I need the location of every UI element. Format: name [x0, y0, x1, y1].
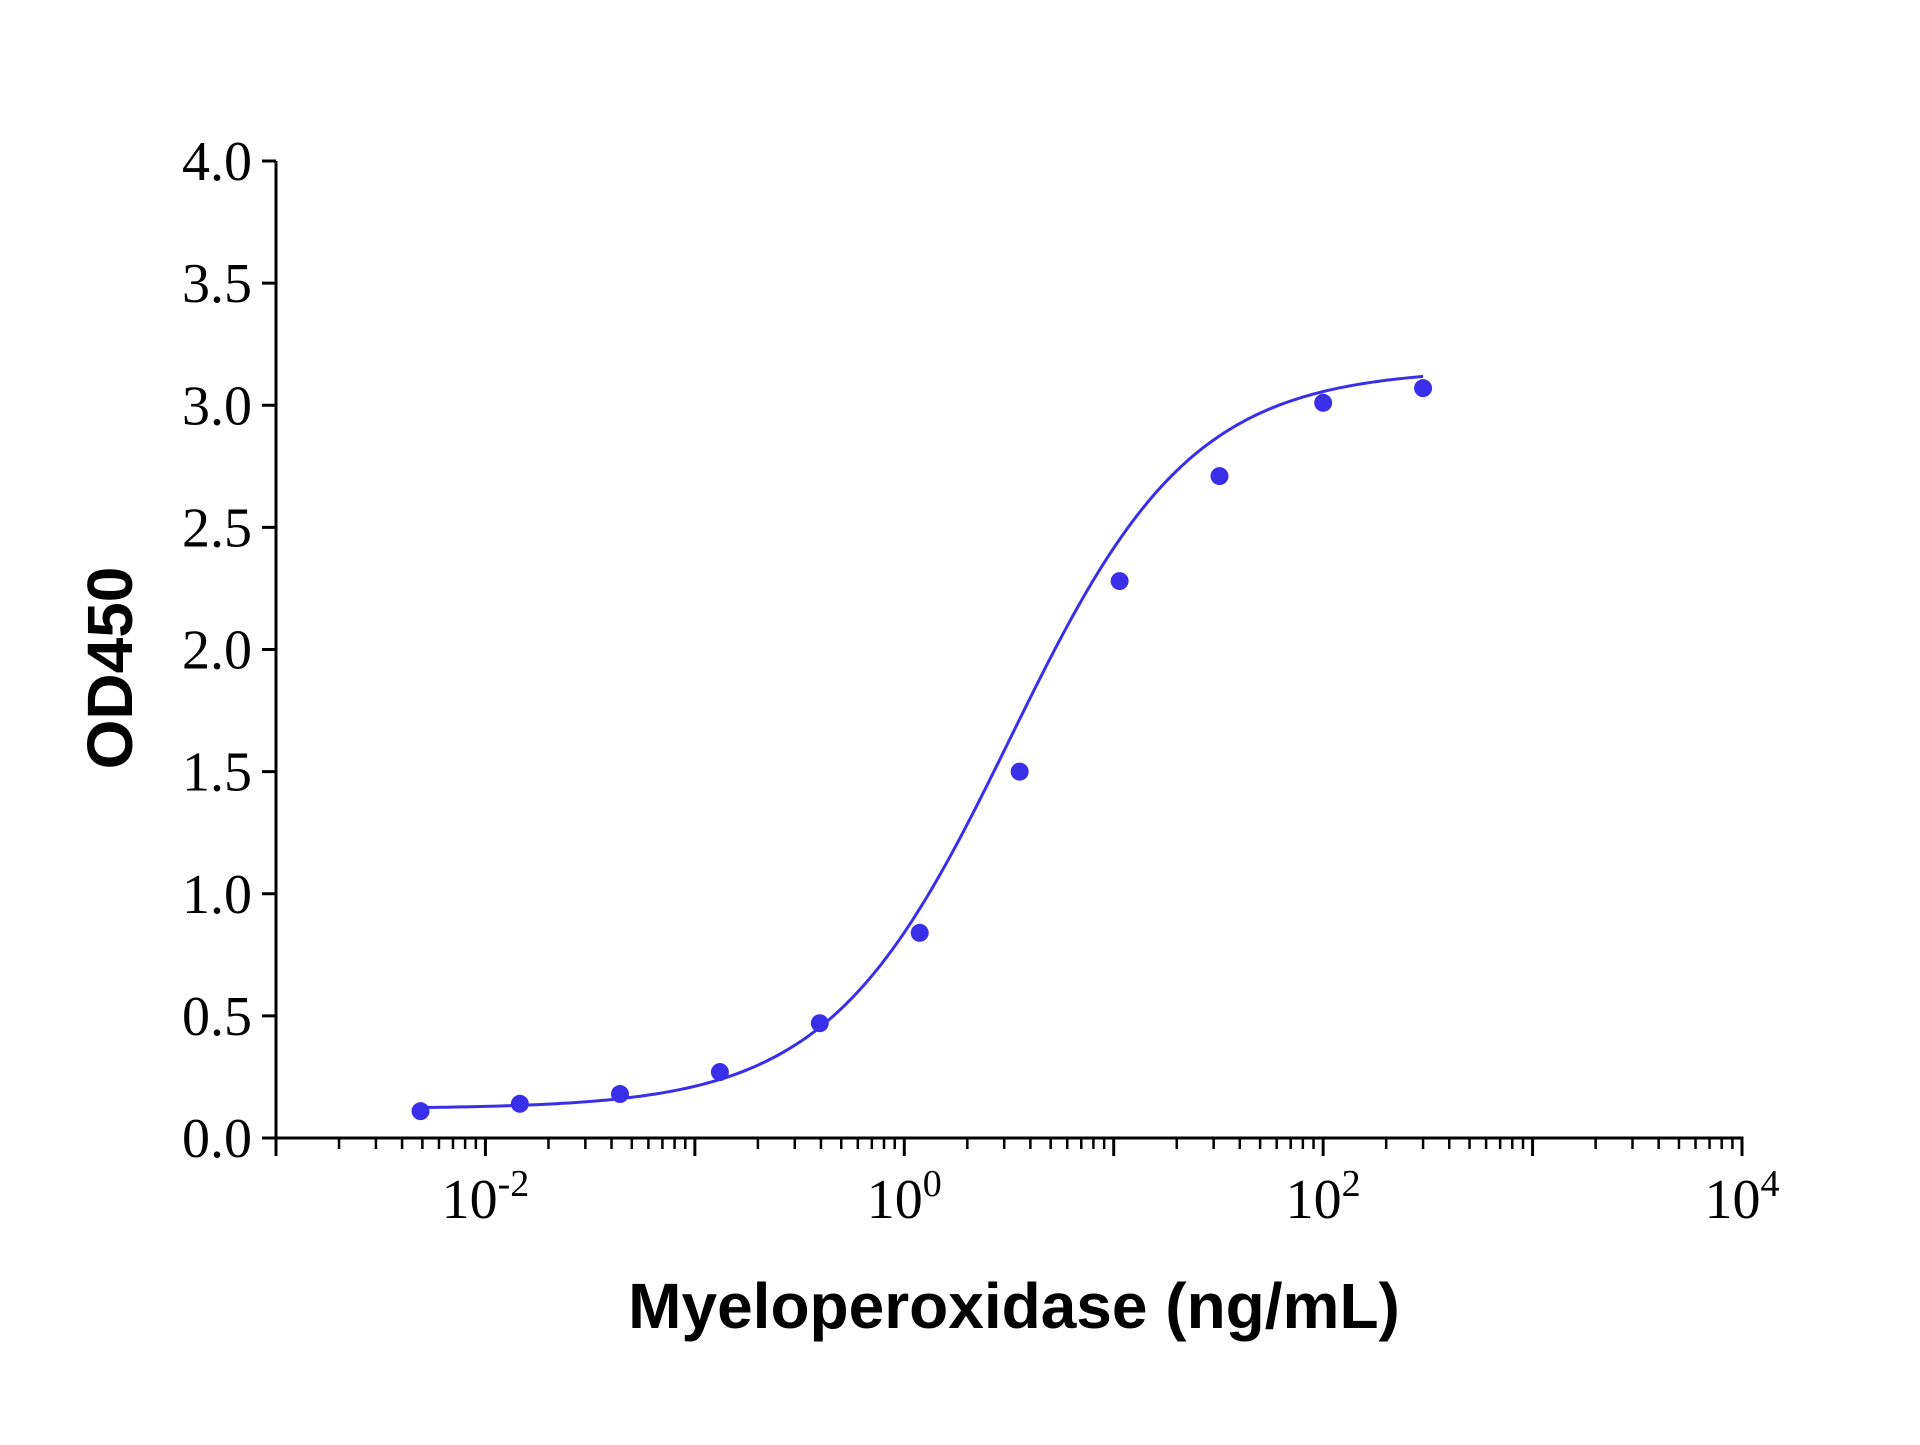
data-point [710, 1063, 729, 1082]
x-axis-title: Myeloperoxidase (ng/mL) [628, 1270, 1400, 1342]
y-tick-label: 2.0 [182, 620, 252, 682]
y-axis-title: OD450 [74, 567, 146, 770]
data-point [1110, 572, 1129, 591]
axes-layer: 0.0 0.5 1.0 1.5 2.0 2.5 3.0 3.5 4.0 10-2 100 102 104 [182, 131, 1780, 1231]
data-point [411, 1102, 430, 1121]
y-tick-label: 4.0 [182, 131, 252, 193]
x-tick-label: 100 [867, 1163, 942, 1231]
y-tick-label: 1.0 [182, 864, 252, 926]
y-tick-label: 1.5 [182, 742, 252, 804]
data-point [610, 1085, 629, 1104]
data-point [1210, 467, 1229, 486]
data-point [1010, 762, 1029, 781]
y-tick-label: 0.0 [182, 1108, 252, 1170]
x-tick-label: 10-2 [442, 1163, 530, 1231]
y-tick-label: 3.5 [182, 253, 252, 315]
y-tick-label: 2.5 [182, 497, 252, 559]
x-tick-label: 104 [1705, 1163, 1780, 1231]
data-point [910, 923, 929, 942]
data-point [810, 1014, 829, 1033]
fit-curve-line [420, 374, 1424, 1110]
y-tick-label: 3.0 [182, 375, 252, 437]
x-tick-label: 102 [1286, 1163, 1361, 1231]
data-point [510, 1094, 529, 1113]
data-point [1414, 379, 1433, 398]
data-points-layer [411, 379, 1433, 1121]
fit-curve-layer [420, 374, 1424, 1110]
data-point [1314, 393, 1333, 412]
y-tick-label: 0.5 [182, 986, 252, 1048]
